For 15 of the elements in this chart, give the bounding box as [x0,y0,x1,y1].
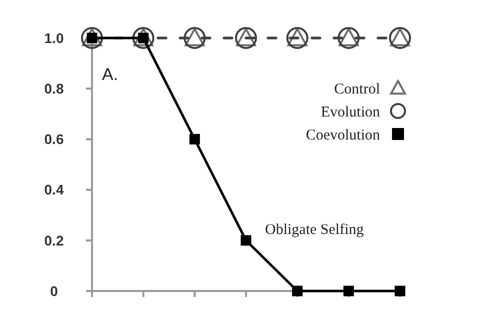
y-tick-label: 0.2 [44,232,64,248]
y-tick-label: 0.4 [44,182,64,198]
legend-label: Coevolution [306,127,380,144]
y-tick-label: 0.8 [44,80,64,96]
legend-label: Evolution [320,104,380,120]
y-tick-label: 0 [50,282,58,299]
point [240,235,252,246]
point [292,286,303,296]
annotation: Obligate Selfing [265,222,364,238]
annotation: A. [102,65,118,84]
y-tick-label: 0.6 [44,131,64,148]
legend-label: Control [334,81,380,98]
y-tick-label: 1.0 [44,30,64,46]
point [189,134,200,144]
point [343,286,354,296]
